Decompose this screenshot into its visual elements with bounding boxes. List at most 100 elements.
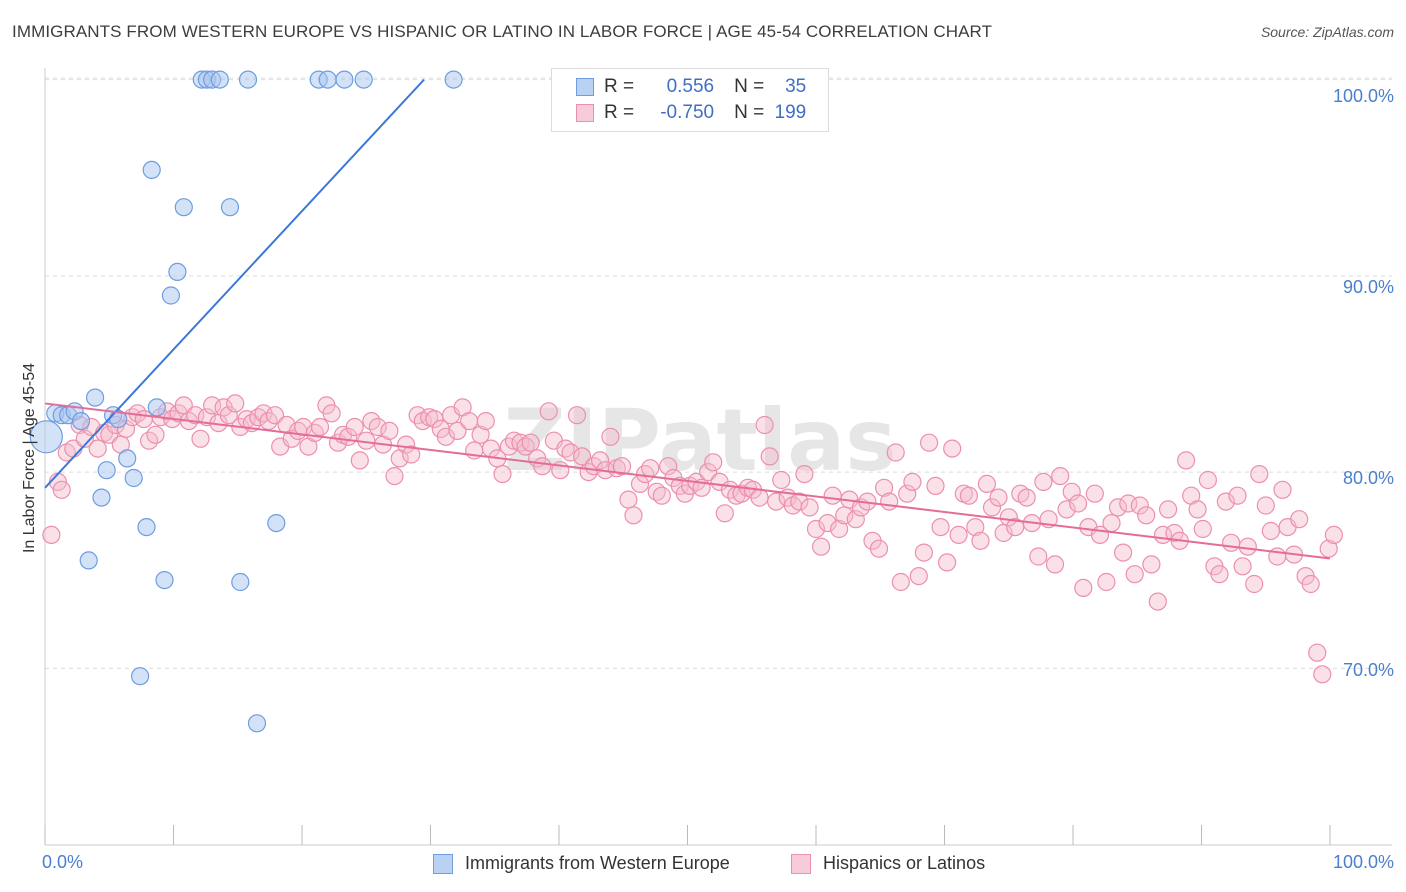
n-label: N = [734,76,765,97]
hispanics-point [1324,525,1344,545]
hispanics-point [874,478,894,497]
y-tick-label-90: 90.0% [1342,277,1394,297]
x-tick-label-min: 0.0% [42,852,84,872]
x-axis [44,68,1392,846]
hispanics-point [1308,643,1327,662]
western-europe-point [161,286,180,305]
y-tick-label-100: 100.0% [1332,86,1394,106]
hispanics-point [408,406,427,425]
hispanics-point [1238,537,1257,556]
western-europe-point [220,198,240,217]
hispanics-point [704,453,723,472]
hispanics-point [949,525,968,545]
x-tick-label-max: 100.0% [1332,852,1394,872]
hispanics-point [760,447,779,466]
hispanics-point [1228,486,1247,505]
hispanics-point [1006,517,1025,537]
hispanics-point [823,486,842,505]
hispanics-point [1256,496,1275,515]
stats-legend: R = 0.556 N = 35 R = -0.750 N = 199 [551,68,829,132]
western-europe-point [142,160,161,179]
hispanics-point [402,445,421,464]
hispanics-point [521,433,540,452]
western-europe-point [137,517,156,537]
hispanics-point [380,421,399,440]
r-label: R = [604,102,635,123]
hispanics-point [869,539,889,558]
hispanics-point [436,427,455,446]
hispanics-point [476,412,495,431]
western-europe-point [168,262,187,281]
hispanics-point [75,429,94,448]
legend-item-western-europe: Immigrants from Western Europe [433,853,730,874]
western-europe-point [124,468,143,488]
hispanics-point [811,537,831,556]
hispanics-point [886,443,905,462]
hispanics-point [1125,565,1144,584]
hispanics-point [567,406,587,425]
hispanics-point [1085,484,1104,503]
hispanics-point [186,406,205,425]
hispanics-point [1017,488,1036,507]
hispanics-point [590,451,610,470]
y-tick-label-80: 80.0% [1342,468,1394,488]
hispanics-point [1137,506,1156,525]
hispanics-point [755,415,774,435]
hispanics-point [448,421,467,440]
hispanics-point [1313,665,1332,684]
hispanics-point [612,457,632,476]
western-europe-point [267,513,286,533]
chart-title: IMMIGRANTS FROM WESTERN EUROPE VS HISPAN… [12,22,993,41]
hispanics-point [460,412,479,431]
western-europe-point [318,70,337,89]
western-europe-point [238,70,258,89]
hispanics-point [937,553,957,572]
stats-legend-row-blue: R = 0.556 N = 35 [576,75,806,99]
western-europe-point [247,714,267,733]
hispanics-point [345,417,364,437]
hispanics-point [800,498,819,517]
y-axis-label: In Labor Force | Age 45-54 [21,362,38,554]
hispanics-point [385,467,404,486]
western-europe-point [29,420,63,454]
hispanics-point [1130,496,1149,515]
western-europe-point [174,198,193,217]
hispanics-point [624,506,643,525]
hispanics-point [966,517,985,537]
hispanics-point [959,486,979,505]
hispanics-point [641,459,660,478]
hispanics-point [1113,543,1133,562]
hispanics-point [999,508,1018,527]
western-europe-point [444,70,463,89]
trendline-hispanics [44,402,1331,560]
hispanics-point [1250,465,1269,484]
hispanics-point [971,531,990,550]
hispanics-point [572,447,592,466]
hispanics-point [1057,500,1076,519]
hispanics-point [1176,451,1196,470]
r-value: -0.750 [660,102,715,123]
hispanics-point [989,488,1008,507]
hispanics-point [846,510,865,529]
blue-swatch [576,78,594,96]
hispanics-point [100,425,119,444]
hispanics-point [909,566,928,586]
hispanics-point [880,492,899,511]
hispanics-point [493,465,512,484]
hispanics-point [1074,578,1093,598]
hispanics-point [977,474,997,493]
pink-swatch [791,853,811,874]
pink-swatch [576,104,594,122]
hispanics-point [1102,513,1121,533]
hispanics-point [659,457,678,476]
hispanics-point [795,465,814,484]
hispanics-point [1210,565,1229,584]
hispanics-point [1221,533,1241,552]
hispanics-point [1290,510,1309,529]
hispanics-point [943,439,962,458]
trendlines [44,78,1331,560]
hispanics-point [1319,539,1338,558]
hispanics-point [146,425,165,444]
legend-item-hispanics: Hispanics or Latinos [791,853,985,874]
hispanics-point [1045,555,1065,574]
